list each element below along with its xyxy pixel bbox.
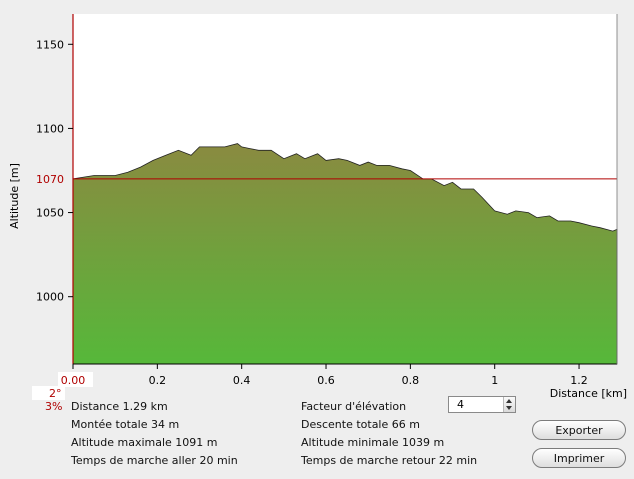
print-button[interactable]: Imprimer: [532, 448, 626, 468]
slope-percent-label: 3%: [45, 400, 63, 413]
elevation-factor-value: 4: [457, 398, 464, 411]
x-tick-label: 0.8: [402, 374, 420, 387]
y-tick-label: 1150: [36, 38, 64, 51]
elevation-chart: 1000 1050 1100 1150 1070 Altitude [m] Distan…: [8, 14, 627, 400]
time-back-stat: Temps de marche retour 22 min: [301, 454, 478, 467]
side-labels-highlight: [32, 386, 65, 400]
descent-stat: Descente totale 66 m: [301, 418, 420, 431]
elevation-area: [72, 143, 618, 365]
export-button[interactable]: Exporter: [532, 420, 626, 440]
time-out-stat: Temps de marche aller 20 min: [71, 454, 238, 467]
x-tick-label: 1: [491, 374, 498, 387]
x-axis-label: Distance [km]: [550, 387, 627, 400]
x-origin-highlight: [58, 372, 93, 387]
ascent-stat: Montée totale 34 m: [71, 418, 180, 431]
stepper-icon[interactable]: [503, 397, 515, 412]
elevation-factor-select[interactable]: 4: [448, 396, 516, 413]
min-altitude-stat: Altitude minimale 1039 m: [301, 436, 445, 449]
y-tick-label: 1000: [36, 291, 64, 304]
y-tick-label: 1100: [36, 122, 64, 135]
distance-stat: Distance 1.29 km: [71, 400, 168, 413]
y-tick-label: 1050: [36, 207, 64, 220]
x-tick-label: 0.2: [149, 374, 167, 387]
slope-angle-label: 2°: [49, 387, 62, 400]
max-altitude-stat: Altitude maximale 1091 m: [71, 436, 218, 449]
x-tick-label: 0.6: [317, 374, 335, 387]
elevation-factor-label: Facteur d'élévation: [301, 400, 407, 413]
reference-line-label: 1070: [36, 173, 64, 186]
y-axis-label: Altitude [m]: [8, 163, 21, 229]
x-tick-label: 0.00: [61, 374, 86, 387]
x-tick-label: 0.4: [233, 374, 251, 387]
x-tick-label: 1.2: [570, 374, 588, 387]
